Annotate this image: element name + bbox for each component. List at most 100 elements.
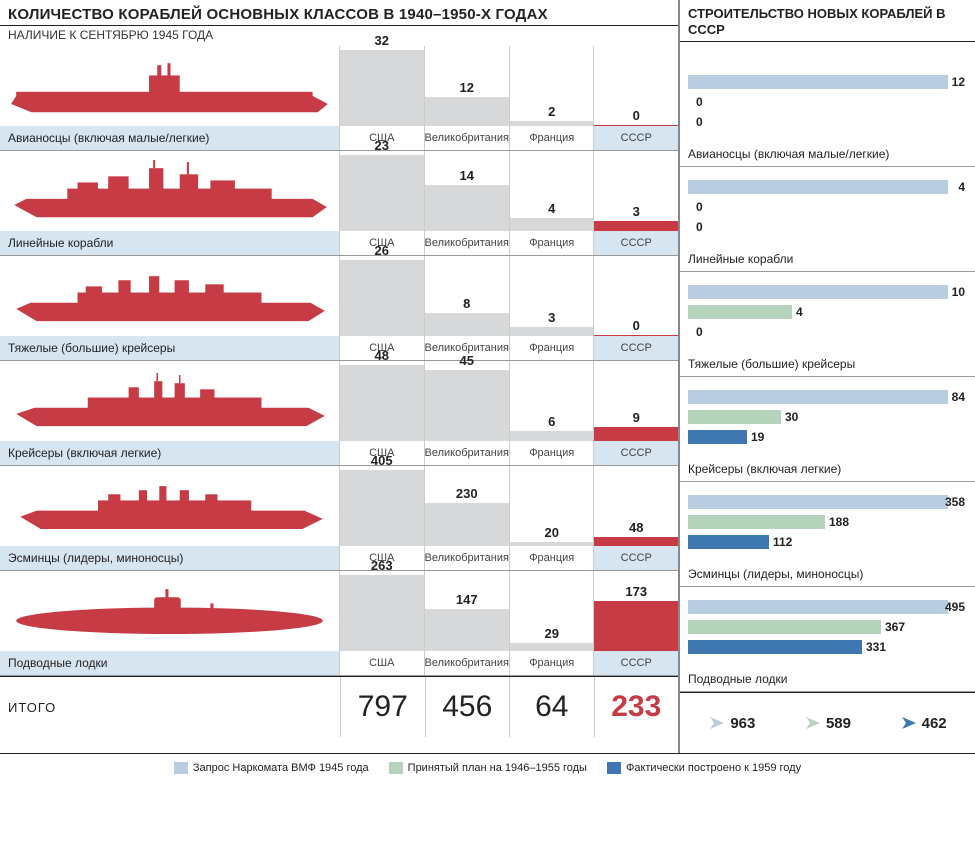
hbar-line: 188	[688, 513, 967, 531]
bar-rect	[425, 185, 509, 231]
hbar-value: 0	[696, 200, 703, 214]
bar-col-Франция: 29 Франция	[509, 571, 594, 675]
bar-rect	[594, 221, 678, 231]
bar-col-Великобритания: 8 Великобритания	[424, 256, 509, 360]
bar-col-США: 405 США	[339, 466, 424, 570]
bar-value: 3	[510, 310, 594, 325]
infographic: КОЛИЧЕСТВО КОРАБЛЕЙ ОСНОВНЫХ КЛАССОВ В 1…	[0, 0, 975, 753]
hbar-line: 30	[688, 408, 967, 426]
bar-col-США: 48 США	[339, 361, 424, 465]
hbar-rect	[688, 515, 825, 529]
hbar-value: 0	[696, 220, 703, 234]
country-label: Великобритания	[425, 441, 509, 465]
hbar-line: 358	[688, 493, 967, 511]
bar-value: 173	[594, 584, 678, 599]
bar-col-Великобритания: 12 Великобритания	[424, 46, 509, 150]
arrow-icon	[708, 715, 726, 731]
bar-rect	[425, 370, 509, 441]
bar-value: 147	[425, 592, 509, 607]
bar-col-СССР: 0 СССР	[593, 256, 678, 360]
ship-icon	[0, 151, 339, 231]
bar-col-Великобритания: 14 Великобритания	[424, 151, 509, 255]
total-value: 233	[594, 677, 679, 737]
right-title: СТРОИТЕЛЬСТВО НОВЫХ КОРАБЛЕЙ В СССР	[680, 0, 975, 41]
hbar-rect	[688, 600, 948, 614]
bar-rect	[340, 575, 424, 651]
bar-rect	[510, 431, 594, 441]
hbar-line: 331	[688, 638, 967, 656]
bar-rect	[594, 335, 678, 336]
hbar-rect	[688, 430, 747, 444]
hbar-line: 367	[688, 618, 967, 636]
country-label: СССР	[594, 126, 678, 150]
legend-swatch	[389, 762, 403, 774]
ship-row: Линейные корабли 23 США 14 Великобритани…	[0, 151, 678, 255]
hbar-value: 367	[885, 620, 905, 634]
hbar-line: 0	[688, 218, 967, 236]
country-label: СССР	[594, 546, 678, 570]
country-label: СССР	[594, 651, 678, 675]
hbar-line: 4	[688, 178, 967, 196]
hbar-rect	[688, 640, 862, 654]
bar-rect	[425, 313, 509, 336]
hbar-value: 358	[945, 495, 965, 509]
bar-value: 20	[510, 525, 594, 540]
legend-item: Фактически построено к 1959 году	[607, 762, 801, 774]
hbar-rect	[688, 75, 948, 89]
bar-value: 23	[340, 138, 424, 153]
arrow-icon	[900, 715, 918, 731]
bar-col-СССР: 48 СССР	[593, 466, 678, 570]
hbar-value: 188	[829, 515, 849, 529]
ship-class-label: Тяжелые (большие) крейсеры	[0, 336, 339, 360]
ship-class-label: Подводные лодки	[0, 651, 339, 675]
bar-col-США: 263 США	[339, 571, 424, 675]
bar-value: 9	[594, 410, 678, 425]
right-row: 10 4 0 Тяжелые (большие) крейсеры	[680, 272, 975, 376]
bar-value: 8	[425, 296, 509, 311]
legend-label: Фактически построено к 1959 году	[626, 762, 801, 774]
legend-swatch	[174, 762, 188, 774]
country-label: Франция	[510, 546, 594, 570]
bar-col-СССР: 3 СССР	[593, 151, 678, 255]
country-label: СССР	[594, 336, 678, 360]
hbar-value: 4	[958, 180, 965, 194]
legend-item: Запрос Наркомата ВМФ 1945 года	[174, 762, 369, 774]
hbar-value: 0	[696, 115, 703, 129]
ship-class-label: Эсминцы (лидеры, миноносцы)	[0, 546, 339, 570]
legend-item: Принятый план на 1946–1955 годы	[389, 762, 587, 774]
legend-label: Запрос Наркомата ВМФ 1945 года	[193, 762, 369, 774]
bar-value: 12	[425, 80, 509, 95]
ship-icon	[0, 571, 339, 651]
ship-class-label: Авианосцы (включая малые/легкие)	[0, 126, 339, 150]
bar-col-США: 32 США	[339, 46, 424, 150]
hbar-line: 10	[688, 283, 967, 301]
bar-col-Великобритания: 230 Великобритания	[424, 466, 509, 570]
bar-rect	[510, 218, 594, 231]
totals-row: ИТОГО 79745664233	[0, 677, 678, 737]
country-label: Франция	[510, 336, 594, 360]
ship-row: Подводные лодки 263 США 147 Великобритан…	[0, 571, 678, 675]
bar-rect	[340, 470, 424, 546]
legend-label: Принятый план на 1946–1955 годы	[408, 762, 587, 774]
hbar-value: 112	[773, 535, 792, 549]
ship-icon	[0, 256, 339, 336]
bar-rect	[510, 542, 594, 546]
bar-value: 45	[425, 353, 509, 368]
ship-row: Авианосцы (включая малые/легкие) 32 США …	[0, 46, 678, 150]
bar-rect	[510, 327, 594, 336]
total-value: 456	[425, 677, 510, 737]
ship-icon	[0, 361, 339, 441]
main-title: КОЛИЧЕСТВО КОРАБЛЕЙ ОСНОВНЫХ КЛАССОВ В 1…	[0, 0, 678, 25]
legend: Запрос Наркомата ВМФ 1945 года Принятый …	[0, 754, 975, 782]
country-label: США	[340, 651, 424, 675]
totals-label: ИТОГО	[0, 700, 340, 715]
right-total-value: 589	[826, 715, 851, 732]
ship-row: Эсминцы (лидеры, миноносцы) 405 США 230 …	[0, 466, 678, 570]
ship-icon	[0, 466, 339, 546]
bar-value: 48	[340, 348, 424, 363]
bar-rect	[340, 365, 424, 441]
hbar-value: 12	[952, 75, 965, 89]
bar-rect	[594, 601, 678, 651]
right-row-label: Тяжелые (большие) крейсеры	[688, 352, 967, 376]
hbar-line: 0	[688, 323, 967, 341]
